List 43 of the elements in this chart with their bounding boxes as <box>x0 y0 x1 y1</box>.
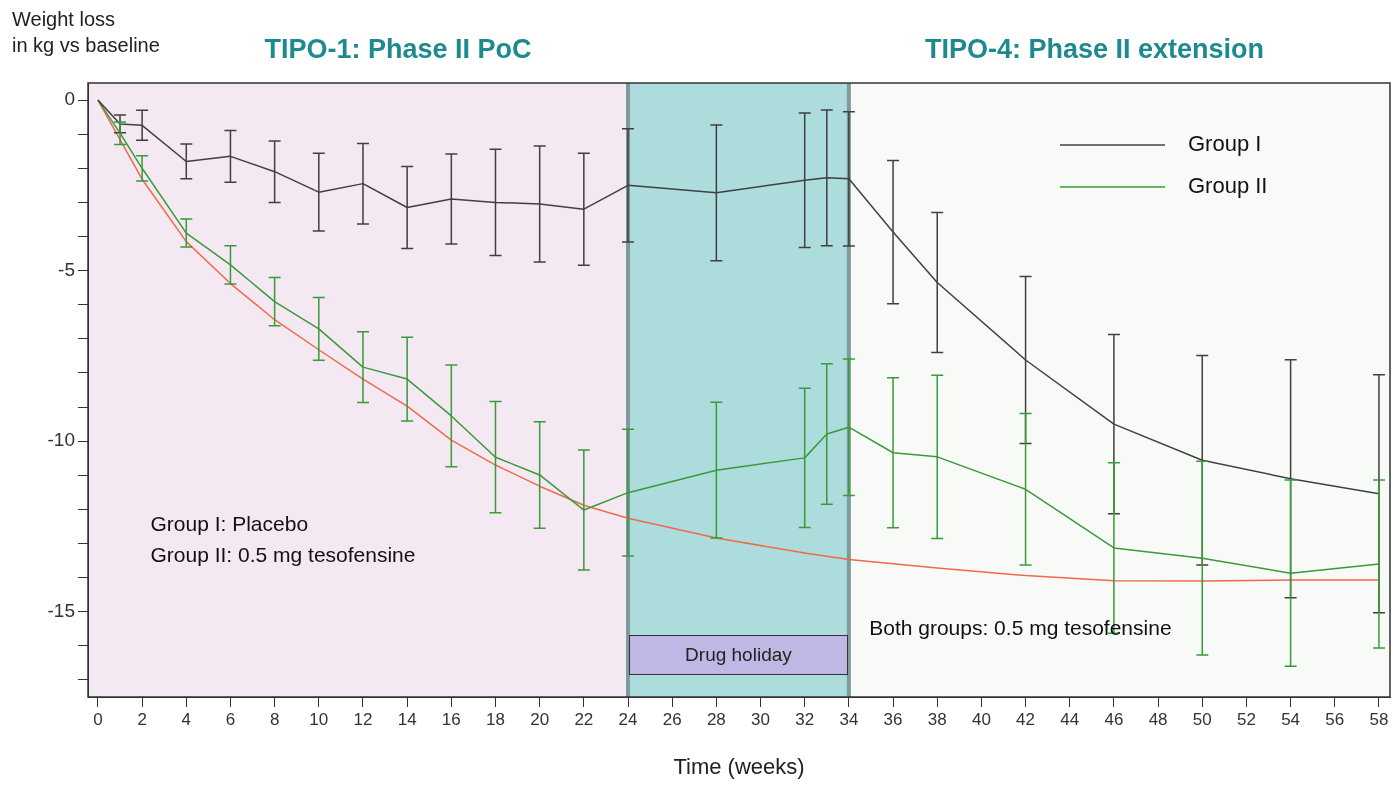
x-tick-label: 4 <box>181 709 192 729</box>
x-tick-label: 54 <box>1281 709 1301 729</box>
x-tick-label: 2 <box>137 709 147 729</box>
annotation: Group I: Placebo <box>150 511 309 535</box>
x-tick-label: 22 <box>574 709 594 729</box>
x-tick-label: 8 <box>269 709 280 729</box>
x-tick-label: 0 <box>93 709 103 729</box>
y-axis-title: Weight loss in kg vs baseline <box>12 7 160 58</box>
x-tick-label: 56 <box>1325 709 1345 729</box>
x-tick-label: 34 <box>839 709 859 729</box>
x-tick-label: 48 <box>1148 709 1168 729</box>
x-tick-label: 14 <box>397 709 417 729</box>
band-label: TIPO-4: Phase II extension <box>924 34 1264 64</box>
band-label: TIPO-1: Phase II PoC <box>264 34 532 64</box>
x-tick-label: 30 <box>751 709 770 729</box>
x-tick-label: 42 <box>1016 709 1036 729</box>
x-tick-label: 40 <box>971 709 991 729</box>
x-tick-label: 10 <box>309 709 329 729</box>
x-tick-label: 52 <box>1236 709 1256 729</box>
y-tick-label: 0 <box>64 88 75 110</box>
annotation: Group II: 0.5 mg tesofensine <box>150 542 416 566</box>
caption-box: Drug holiday <box>629 635 848 675</box>
x-axis-title: Time (weeks) <box>673 753 805 779</box>
x-tick-label: 18 <box>486 709 505 729</box>
legend-label: Group I <box>1188 131 1262 157</box>
x-tick-label: 12 <box>353 709 373 729</box>
x-tick-label: 58 <box>1369 709 1389 729</box>
y-tick-label: -15 <box>47 599 75 621</box>
x-tick-label: 44 <box>1060 709 1080 729</box>
y-tick-label: -10 <box>47 429 75 451</box>
x-tick-label: 24 <box>618 709 638 729</box>
legend-label: Group II <box>1188 173 1268 199</box>
x-tick-label: 32 <box>795 709 815 729</box>
x-tick-label: 46 <box>1104 709 1124 729</box>
x-tick-label: 16 <box>441 709 461 729</box>
y-tick-label: -5 <box>58 258 75 280</box>
x-tick-label: 20 <box>530 709 550 729</box>
x-tick-label: 36 <box>883 709 903 729</box>
x-tick-label: 6 <box>225 709 236 729</box>
x-tick-label: 38 <box>927 709 947 729</box>
x-tick-label: 28 <box>706 709 726 729</box>
x-tick-label: 26 <box>662 709 682 729</box>
x-tick-label: 50 <box>1192 709 1212 729</box>
